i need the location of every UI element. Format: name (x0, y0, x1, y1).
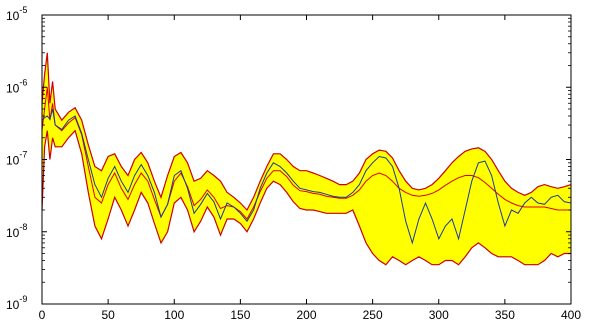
y-tick-exponent: -7 (19, 150, 27, 160)
x-tick-label: 200 (296, 308, 316, 322)
x-tick-label: 400 (561, 308, 581, 322)
x-tick-label: 50 (101, 308, 115, 322)
x-axis-ticks: 0 50 100 150 200 250 300 350 400 (39, 15, 581, 322)
y-tick-label: 10-8 (6, 222, 27, 240)
y-tick-label: 10-6 (6, 77, 27, 95)
y-tick-exponent: -5 (19, 5, 27, 15)
y-tick-exponent: -8 (19, 222, 27, 232)
x-tick-label: 250 (363, 308, 383, 322)
sample-line (41, 108, 572, 245)
plot-marks (41, 52, 572, 266)
y-tick-exponent: -9 (19, 294, 27, 304)
y-tick-label: 10-5 (6, 5, 27, 23)
x-tick-label: 150 (230, 308, 250, 322)
x-tick-label: 0 (39, 308, 46, 322)
y-tick-label: 10-7 (6, 150, 27, 168)
y-tick-exponent: -6 (19, 77, 27, 87)
x-tick-label: 350 (495, 308, 515, 322)
band-upper-edge (41, 52, 572, 212)
mean-line (41, 87, 571, 220)
x-tick-label: 300 (429, 308, 449, 322)
band-lower-edge (41, 129, 571, 266)
confidence-band (42, 52, 571, 265)
x-tick-label: 100 (164, 308, 184, 322)
y-tick-label: 10-9 (6, 294, 27, 312)
